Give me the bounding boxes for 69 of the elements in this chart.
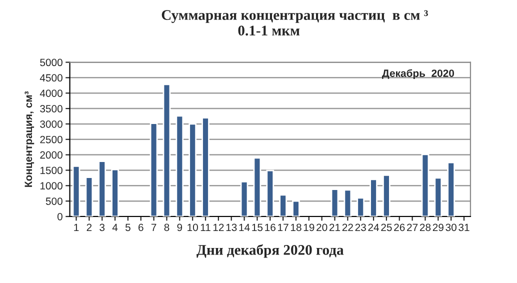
bar	[382, 174, 390, 216]
bar	[111, 168, 119, 216]
x-tick-label: 5	[125, 224, 130, 232]
x-tick-label: 27	[407, 224, 418, 231]
y-tick-label: 0	[57, 212, 62, 220]
y-tick-label: 4500	[40, 74, 62, 82]
x-tick-label: 6	[138, 224, 144, 232]
x-tick-label: 29	[432, 224, 444, 232]
bar	[447, 162, 456, 216]
y-tick-label: 3000	[40, 120, 62, 128]
y-tick-label: 2500	[40, 136, 62, 144]
x-tick-label: 7	[151, 224, 156, 231]
x-tick-label: 2	[86, 224, 92, 231]
x-tick-label: 21	[329, 224, 340, 231]
bar	[72, 166, 80, 216]
x-tick-label: 4	[112, 224, 118, 231]
x-tick-label: 18	[290, 224, 302, 232]
x-tick-label: 16	[265, 224, 276, 232]
x-tick-label: 26	[394, 224, 405, 232]
bar	[421, 154, 430, 216]
x-tick-label: 30	[446, 224, 456, 232]
bar	[150, 122, 158, 216]
x-tick-label: 20	[316, 224, 328, 232]
bar	[434, 177, 442, 216]
y-tick-label: 500	[46, 198, 62, 205]
x-tick-label: 8	[164, 224, 170, 232]
bar	[292, 200, 300, 216]
bar	[266, 170, 274, 216]
annotation: Декабрь 2020	[382, 69, 454, 79]
bar	[253, 157, 262, 216]
x-tick-label: 15	[252, 224, 263, 232]
bar	[85, 176, 94, 216]
bar	[162, 84, 171, 216]
y-tick-label: 1000	[40, 182, 62, 190]
bar	[240, 180, 248, 216]
x-tick-label: 17	[278, 224, 288, 231]
bar	[188, 123, 197, 216]
x-tick-label: 19	[304, 224, 314, 232]
y-tick-label: 2000	[40, 151, 62, 159]
y-tick-label: 3500	[40, 105, 62, 112]
bar	[356, 197, 365, 216]
x-tick-label: 25	[381, 224, 392, 232]
x-tick-label: 9	[177, 224, 182, 232]
x-tick-label: 12	[213, 224, 224, 231]
y-tick-label: 1500	[40, 166, 62, 174]
x-tick-label: 10	[188, 224, 198, 232]
y-axis-title: Концентрация, см³	[24, 91, 34, 187]
x-tick-label: 28	[420, 224, 431, 232]
chart-subtitle: 0.1-1 мкм	[238, 26, 300, 36]
bar	[176, 115, 184, 216]
x-axis-title: Дни декабря 2020 года	[196, 244, 344, 258]
x-tick-label: 11	[200, 224, 210, 231]
y-tick-label: 5000	[40, 58, 62, 66]
x-tick-label: 24	[368, 224, 380, 231]
x-tick-label: 3	[100, 224, 105, 232]
y-tick-label: 4000	[40, 90, 62, 97]
x-tick-label: 31	[458, 224, 470, 232]
x-tick-label: 23	[355, 224, 366, 232]
x-tick-label: 14	[239, 224, 250, 231]
x-tick-label: 22	[342, 224, 353, 231]
bar	[344, 189, 352, 216]
chart-title: Суммарная концентрация частиц в см ³	[162, 10, 428, 23]
bar	[202, 117, 210, 216]
bar	[98, 160, 106, 216]
x-tick-label: 1	[74, 224, 79, 231]
bar	[279, 194, 287, 216]
x-tick-label: 13	[226, 224, 237, 232]
bar	[370, 178, 378, 216]
bar	[330, 188, 339, 216]
